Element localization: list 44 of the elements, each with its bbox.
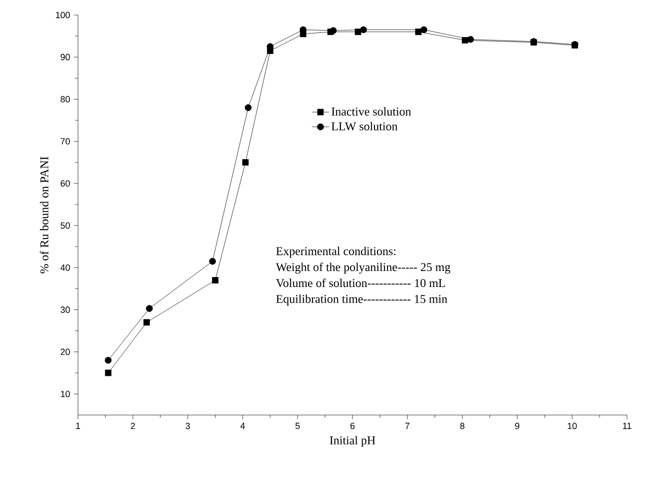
point <box>330 27 337 34</box>
point <box>143 319 150 326</box>
point <box>104 356 112 364</box>
y-tick-label: 70 <box>60 138 70 144</box>
annotation: Equilibration time------------ 15 min <box>276 294 448 306</box>
x-tick-label: 9 <box>515 422 520 430</box>
point <box>146 305 153 312</box>
legend-label: LLW solution <box>332 122 398 130</box>
point <box>462 37 468 44</box>
x-tick-label: 10 <box>568 422 577 430</box>
x-tick-label: 8 <box>460 422 464 430</box>
x-tick-label: 3 <box>186 422 190 430</box>
y-tick-label: 40 <box>60 264 70 271</box>
y-tick-label: 80 <box>60 96 70 102</box>
annotation: Weight of the polyaniline----- 25 mg <box>276 262 450 274</box>
annotation: Volume of solution----------- 10 mL <box>276 278 445 288</box>
point <box>209 258 216 265</box>
y-tick-label: 90 <box>60 54 70 60</box>
x-tick-label: 1 <box>76 422 80 429</box>
point <box>360 26 367 34</box>
point <box>415 28 422 36</box>
x-axis-title: Initial pH <box>330 436 376 447</box>
x-tick-label: 6 <box>350 422 355 430</box>
x-tick-label: 11 <box>623 422 632 429</box>
point <box>467 36 474 43</box>
y-tick-label: 20 <box>60 348 70 356</box>
point <box>242 159 249 166</box>
x-tick-label: 7 <box>405 422 410 429</box>
y-axis-title: % of Ru bound on PANI <box>40 156 48 274</box>
x-tick-label: 5 <box>295 422 300 430</box>
point <box>244 104 252 112</box>
y-tick-label: 30 <box>60 306 70 313</box>
legend-label: Inactive solution <box>332 107 412 116</box>
annotation: Experimental conditions: <box>276 246 396 258</box>
x-tick-label: 2 <box>130 422 135 430</box>
y-tick-label: 60 <box>60 180 70 187</box>
y-tick-label: 10 <box>60 390 70 398</box>
point <box>354 28 362 36</box>
point <box>212 277 218 284</box>
y-tick-label: 100 <box>56 12 70 18</box>
y-tick-label: 50 <box>60 222 70 229</box>
point <box>420 26 428 34</box>
x-tick-label: 4 <box>240 422 245 429</box>
point <box>105 370 112 376</box>
